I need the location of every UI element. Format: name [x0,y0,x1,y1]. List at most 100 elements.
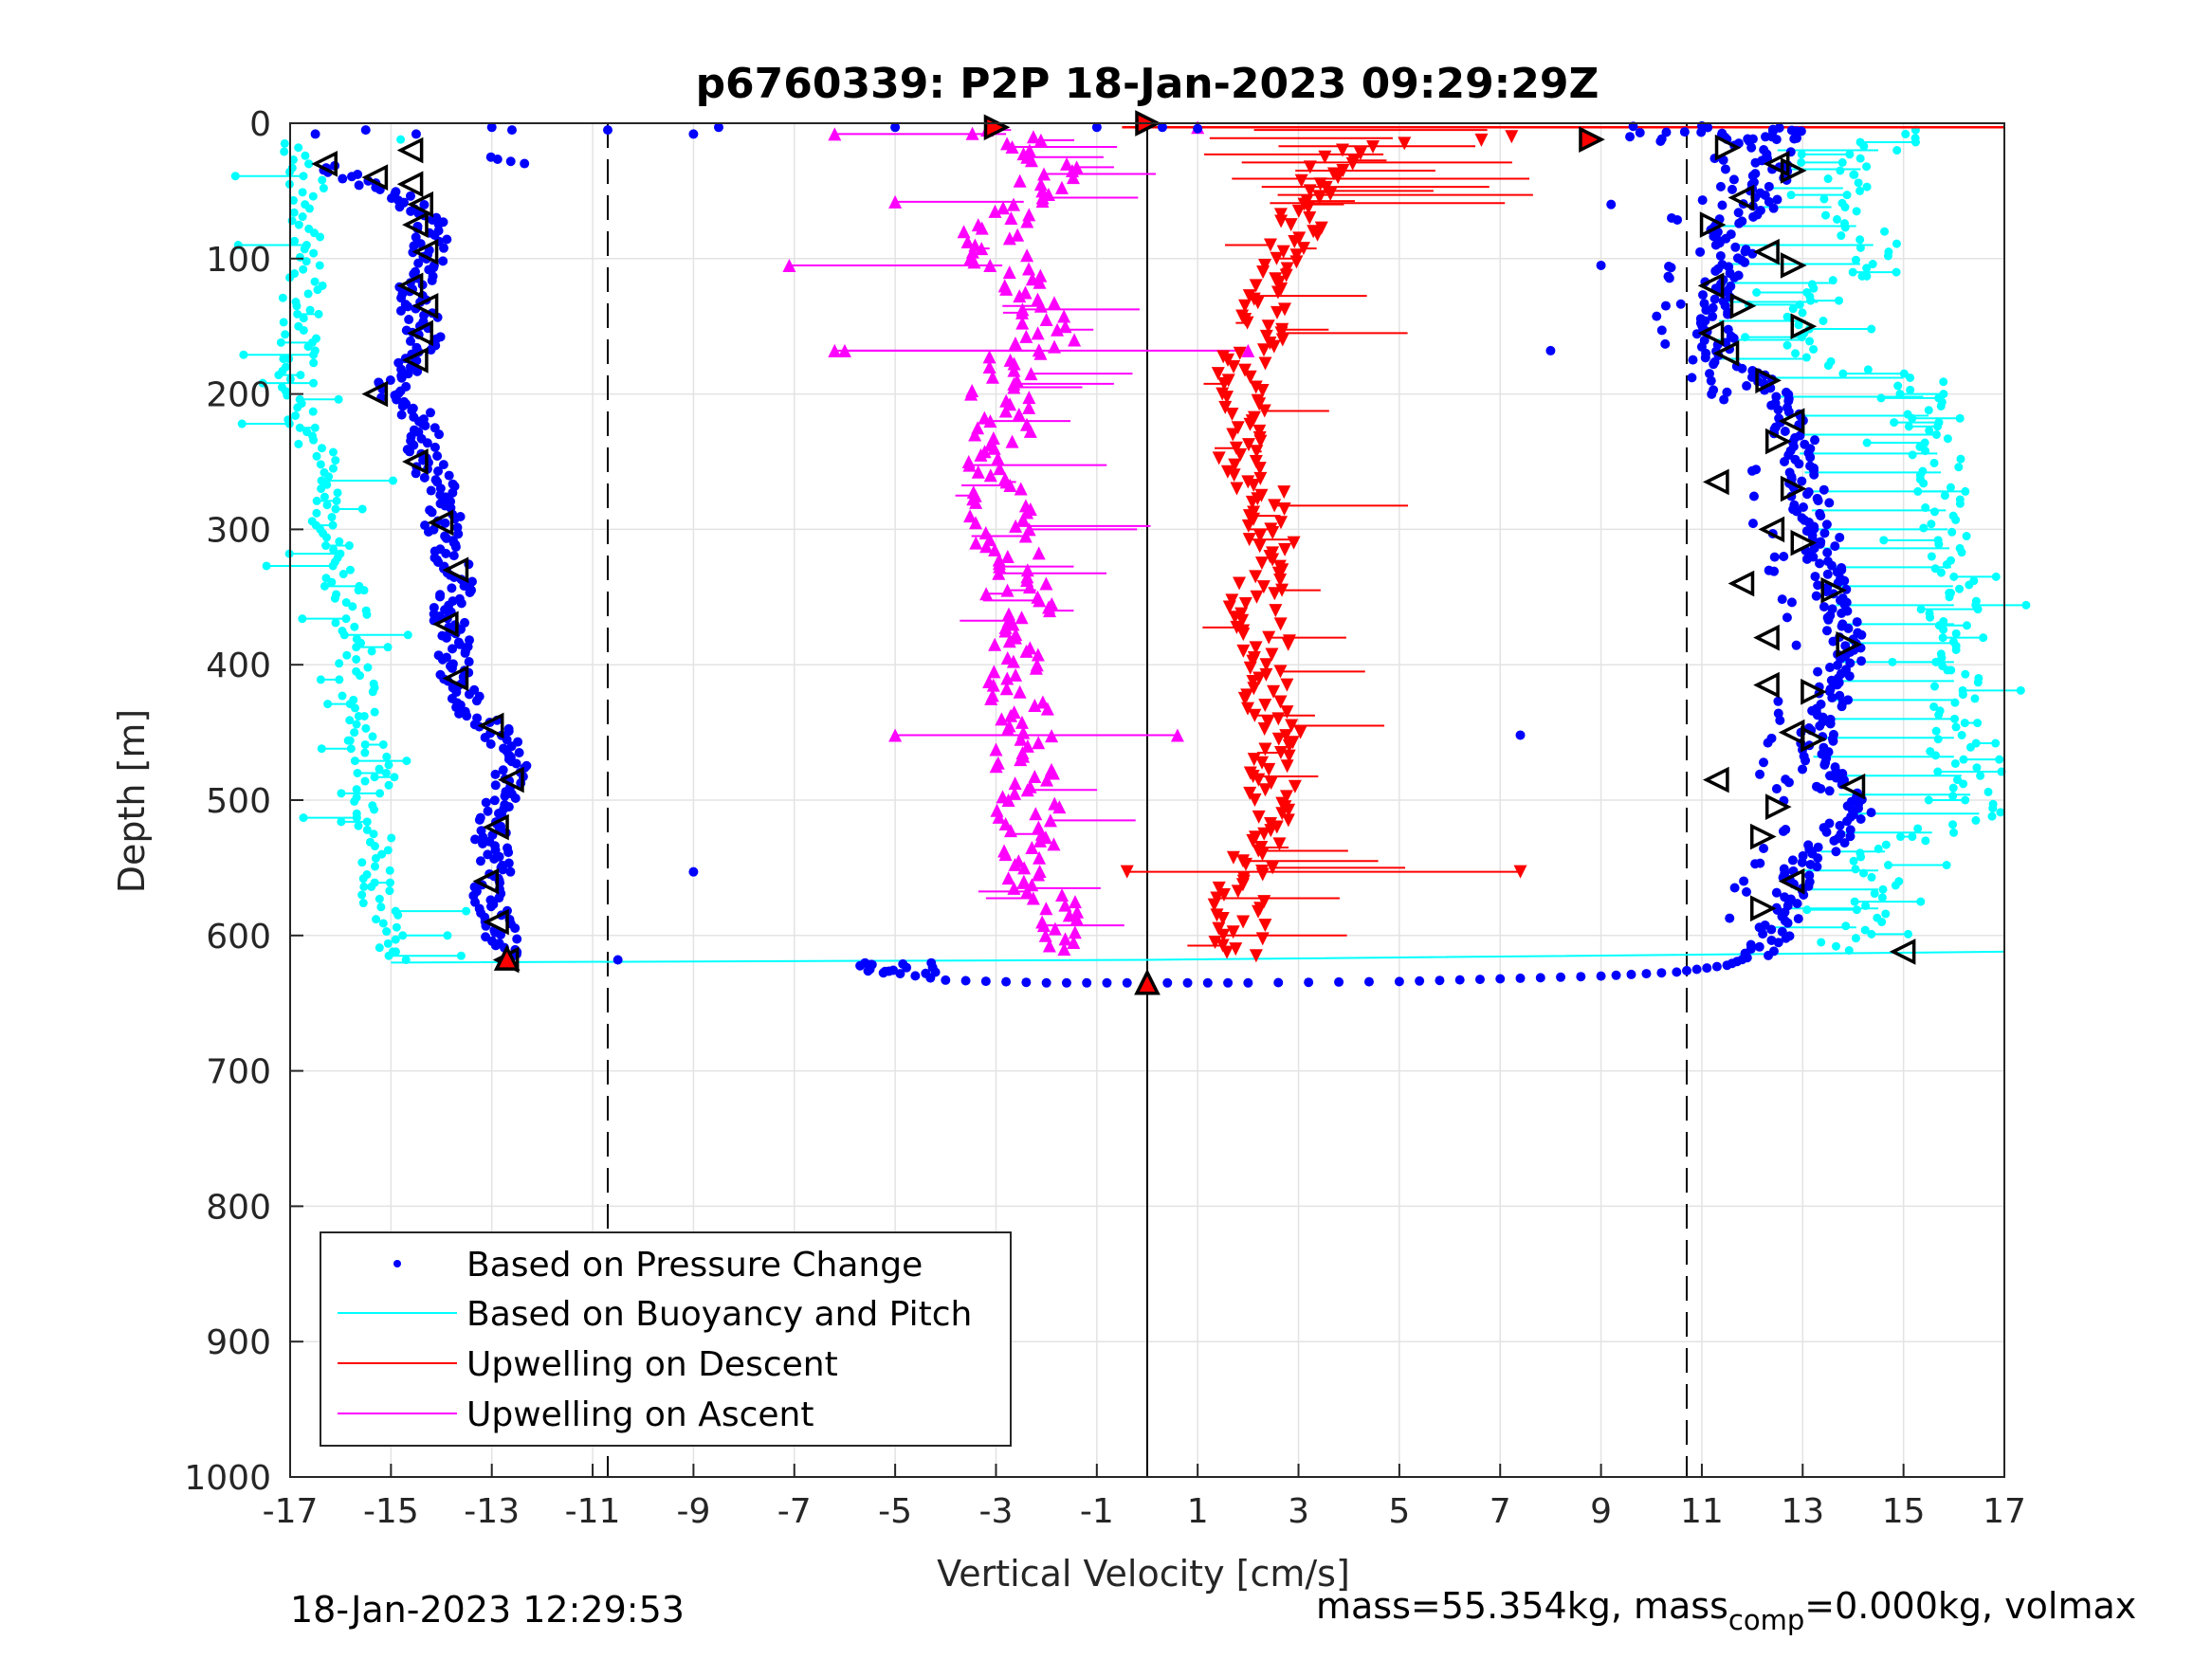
ascent-upwelling-point [1031,647,1045,662]
pressure-point [396,373,407,383]
buoyancy-point [359,711,369,720]
pressure-point [455,639,466,649]
buoyancy-point [1996,808,2005,817]
pressure-point [1709,294,1720,304]
pressure-point [498,865,508,875]
x-tick-label: -15 [363,1492,419,1531]
ascent-upwelling-point [969,495,983,509]
ascent-upwelling-point [1033,268,1048,283]
buoyancy-point [288,195,298,205]
descent-marker-triangle [396,137,424,164]
legend-box [320,1231,1012,1447]
buoyancy-point [345,716,355,725]
pressure-point [395,305,406,316]
ascent-marker-triangle [1778,867,1805,895]
pressure-point [347,172,357,182]
descent-upwelling-point [1280,705,1294,720]
buoyancy-point [1931,429,1941,439]
ascent-upwelling-point [996,201,1010,215]
descent-upwelling-point [1275,333,1289,347]
pressure-point [437,654,448,665]
ascent-upwelling-point [1070,904,1085,919]
ascent-upwelling-point [1000,671,1015,685]
descent-upwelling-point [1271,285,1285,300]
ascent-upwelling-point [1058,898,1072,912]
pressure-point [1856,656,1867,666]
ascent-upwelling-point [1003,478,1017,492]
ascent-upwelling-point [1017,861,1032,875]
pressure-point [1739,876,1749,886]
ascent-upwelling-point [1043,604,1057,618]
pressure-point [1781,775,1791,785]
buoyancy-point [1850,897,1859,906]
buoyancy-point [1870,889,1879,899]
buoyancy-point [1924,406,1933,415]
buoyancy-point [390,773,399,782]
pressure-point [444,470,454,481]
buoyancy-point [1867,324,1876,334]
pressure-point [1641,969,1652,979]
pressure-point [1825,719,1836,729]
pressure-point [1737,363,1747,374]
descent-upwelling-point [1228,458,1242,472]
buoyancy-point [1881,909,1891,919]
ascent-upwelling-point [1016,874,1031,888]
ascent-upwelling-point [964,387,978,401]
pressure-point [474,814,484,825]
buoyancy-point [1957,548,1966,557]
buoyancy-point [303,289,313,299]
buoyancy-point [316,232,325,242]
buoyancy-point [1933,767,1943,776]
descent-upwelling-point [1212,921,1226,936]
buoyancy-point [1840,203,1850,212]
ascent-marker-triangle [1697,319,1725,347]
ascent-upwelling-point [1054,180,1069,194]
descent-upwelling-point [1220,945,1234,959]
ascent-upwelling-point [1170,728,1184,742]
descent-upwelling-point [1235,878,1250,892]
legend: Based on Pressure Change Based on Buoyan… [320,1231,1012,1447]
ascent-upwelling-point [1005,434,1019,448]
descent-upwelling-point [1277,485,1291,500]
footer-timestamp: 18-Jan-2023 12:29:53 [290,1589,685,1631]
pressure-point [1791,640,1801,650]
x-tick-label: 17 [1983,1492,2026,1531]
buoyancy-point [1845,150,1855,159]
pressure-point [1611,970,1621,980]
buoyancy-point [1834,296,1843,305]
pressure-point [1768,203,1779,213]
buoyancy-point [1856,186,1865,195]
descent-upwelling-point [1253,471,1268,485]
buoyancy-point [1995,755,2004,764]
buoyancy-point [335,675,344,684]
buoyancy-point [304,159,314,169]
descent-marker-triangle [427,509,454,537]
buoyancy-point [352,813,361,823]
descent-upwelling-point [1249,949,1263,963]
buoyancy-point [1916,897,1926,906]
descent-upwelling-point [1268,499,1282,513]
buoyancy-point [1962,532,1971,541]
buoyancy-point [1973,605,1983,614]
ascent-upwelling-point [1032,736,1046,750]
buoyancy-point [1879,536,1889,545]
descent-upwelling-point [1261,319,1275,334]
buoyancy-point [1906,373,1915,382]
pressure-point [1660,338,1671,349]
ascent-upwelling-point [985,370,999,384]
pressure-point [1708,311,1718,321]
pressure-point [1813,496,1823,506]
descent-upwelling-point [1345,156,1360,171]
pressure-point [413,258,424,268]
buoyancy-point [1794,320,1803,330]
buoyancy-point [299,314,308,323]
ascent-upwelling-point [1007,380,1021,394]
ascent-upwelling-point [1066,171,1080,185]
buoyancy-point [1851,934,1860,943]
buoyancy-point [1933,422,1943,431]
pressure-point [360,125,371,136]
y-axis-label: Depth [m] [111,709,153,894]
x-axis-ticks: -17 -15 -13 -11 -9 -7 -5 -3 -1 1 3 5 7 9 11 13 15 17 [263,1464,2026,1531]
pressure-point [500,791,510,801]
buoyancy-point [299,172,308,181]
